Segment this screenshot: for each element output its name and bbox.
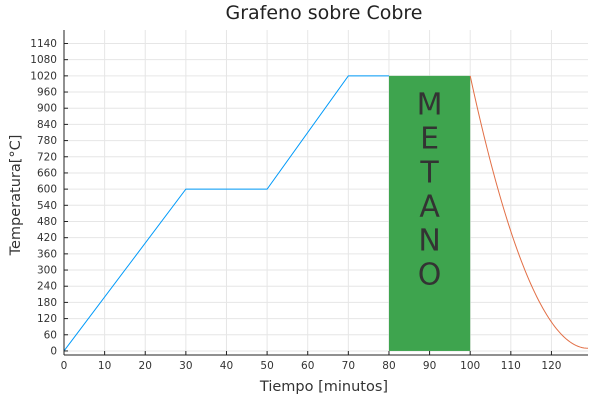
y-tick-label: 960 — [37, 87, 57, 99]
x-tick-label: 50 — [260, 360, 273, 372]
metano-letter: T — [419, 155, 439, 190]
x-tick-label: 10 — [98, 360, 111, 372]
x-tick-label: 70 — [342, 360, 355, 372]
y-tick-label: 0 — [50, 345, 57, 357]
series-line — [469, 75, 589, 349]
y-tick-label: 1080 — [30, 54, 57, 66]
y-tick-label: 120 — [37, 313, 57, 325]
series-line — [63, 75, 389, 352]
metano-letter: O — [418, 257, 442, 292]
y-tick-label: 900 — [37, 103, 57, 115]
y-tick-label: 420 — [37, 232, 57, 244]
chart-title: Grafeno sobre Cobre — [225, 2, 422, 24]
series-lines — [63, 75, 589, 352]
y-tick-labels: 0 60 120 180 240 300 360 420 480 540 600 660 720 780 8… — [30, 38, 57, 357]
x-tick-label: 0 — [61, 360, 68, 372]
x-tick-label: 90 — [423, 360, 436, 372]
x-tick-label: 120 — [541, 360, 561, 372]
y-tick-label: 540 — [37, 200, 57, 212]
x-tick-labels: 0 10 20 30 40 50 60 70 80 90 100 110 120 — [61, 360, 562, 372]
y-tick-label: 780 — [37, 135, 57, 147]
y-tick-label: 840 — [37, 119, 57, 131]
y-tick-label: 480 — [37, 216, 57, 228]
y-tick-label: 660 — [37, 167, 57, 179]
x-tick-label: 110 — [501, 360, 521, 372]
x-tick-label: 60 — [301, 360, 314, 372]
x-tick-label: 40 — [220, 360, 233, 372]
x-tick-label: 20 — [139, 360, 152, 372]
y-tick-label: 180 — [37, 297, 57, 309]
metano-letter: E — [420, 121, 439, 156]
metano-letter: M — [417, 87, 443, 122]
y-tick-label: 1020 — [30, 70, 57, 82]
y-tick-label: 60 — [44, 329, 57, 341]
x-tick-label: 100 — [460, 360, 480, 372]
x-axis-label: Tiempo [minutos] — [259, 379, 388, 395]
metano-letter: N — [418, 223, 440, 258]
x-tick-label: 30 — [179, 360, 192, 372]
y-tick-label: 1140 — [30, 38, 57, 50]
grid-lines — [63, 30, 588, 355]
axes — [63, 30, 588, 356]
y-tick-label: 720 — [37, 151, 57, 163]
y-axis-label: Temperatura[°C] — [8, 135, 24, 257]
y-tick-label: 300 — [37, 265, 57, 277]
metano-bar — [388, 75, 471, 351]
y-tick-label: 240 — [37, 281, 57, 293]
y-tick-label: 360 — [37, 248, 57, 260]
metano-letter: A — [419, 189, 440, 224]
y-tick-label: 600 — [37, 184, 57, 196]
x-tick-label: 80 — [382, 360, 395, 372]
